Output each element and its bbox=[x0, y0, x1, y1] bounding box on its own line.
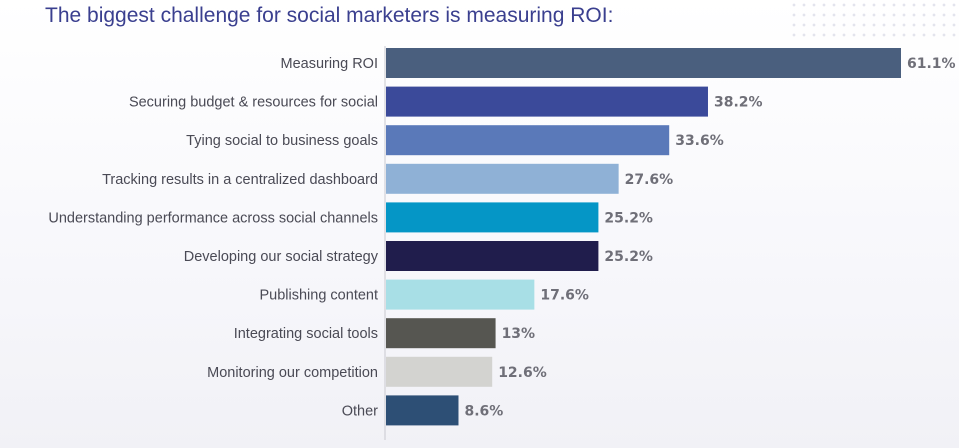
value-label: 12.6% bbox=[498, 365, 547, 381]
bar bbox=[386, 356, 493, 387]
value-label: 25.2% bbox=[604, 210, 653, 226]
bar bbox=[386, 86, 708, 117]
category-label: Integrating social tools bbox=[234, 326, 378, 342]
bar bbox=[386, 241, 599, 271]
value-label: 25.2% bbox=[604, 249, 653, 265]
value-label: 33.6% bbox=[675, 133, 724, 149]
category-label: Monitoring our competition bbox=[207, 365, 378, 381]
value-label: 38.2% bbox=[714, 95, 763, 111]
value-label: 8.6% bbox=[464, 403, 503, 419]
bar bbox=[386, 395, 459, 426]
bar bbox=[386, 163, 619, 194]
category-label: Publishing content bbox=[260, 288, 379, 304]
value-label: 13% bbox=[502, 326, 536, 342]
bar bbox=[386, 48, 901, 78]
decorative-dot-pattern bbox=[789, 0, 959, 42]
value-label: 17.6% bbox=[540, 288, 589, 304]
bar bbox=[386, 318, 496, 349]
value-label: 61.1% bbox=[907, 56, 956, 72]
category-label: Measuring ROI bbox=[280, 56, 378, 72]
category-label: Tracking results in a centralized dashbo… bbox=[102, 172, 378, 188]
value-label: 27.6% bbox=[625, 172, 674, 188]
category-label: Securing budget & resources for social bbox=[129, 95, 378, 111]
category-label: Other bbox=[342, 403, 378, 419]
bar bbox=[386, 125, 670, 156]
bar bbox=[386, 279, 535, 310]
category-label: Developing our social strategy bbox=[184, 249, 379, 265]
bar bbox=[386, 202, 599, 233]
category-label: Tying social to business goals bbox=[186, 133, 378, 149]
chart-title: The biggest challenge for social markete… bbox=[45, 4, 614, 27]
category-label: Understanding performance across social … bbox=[48, 210, 378, 226]
